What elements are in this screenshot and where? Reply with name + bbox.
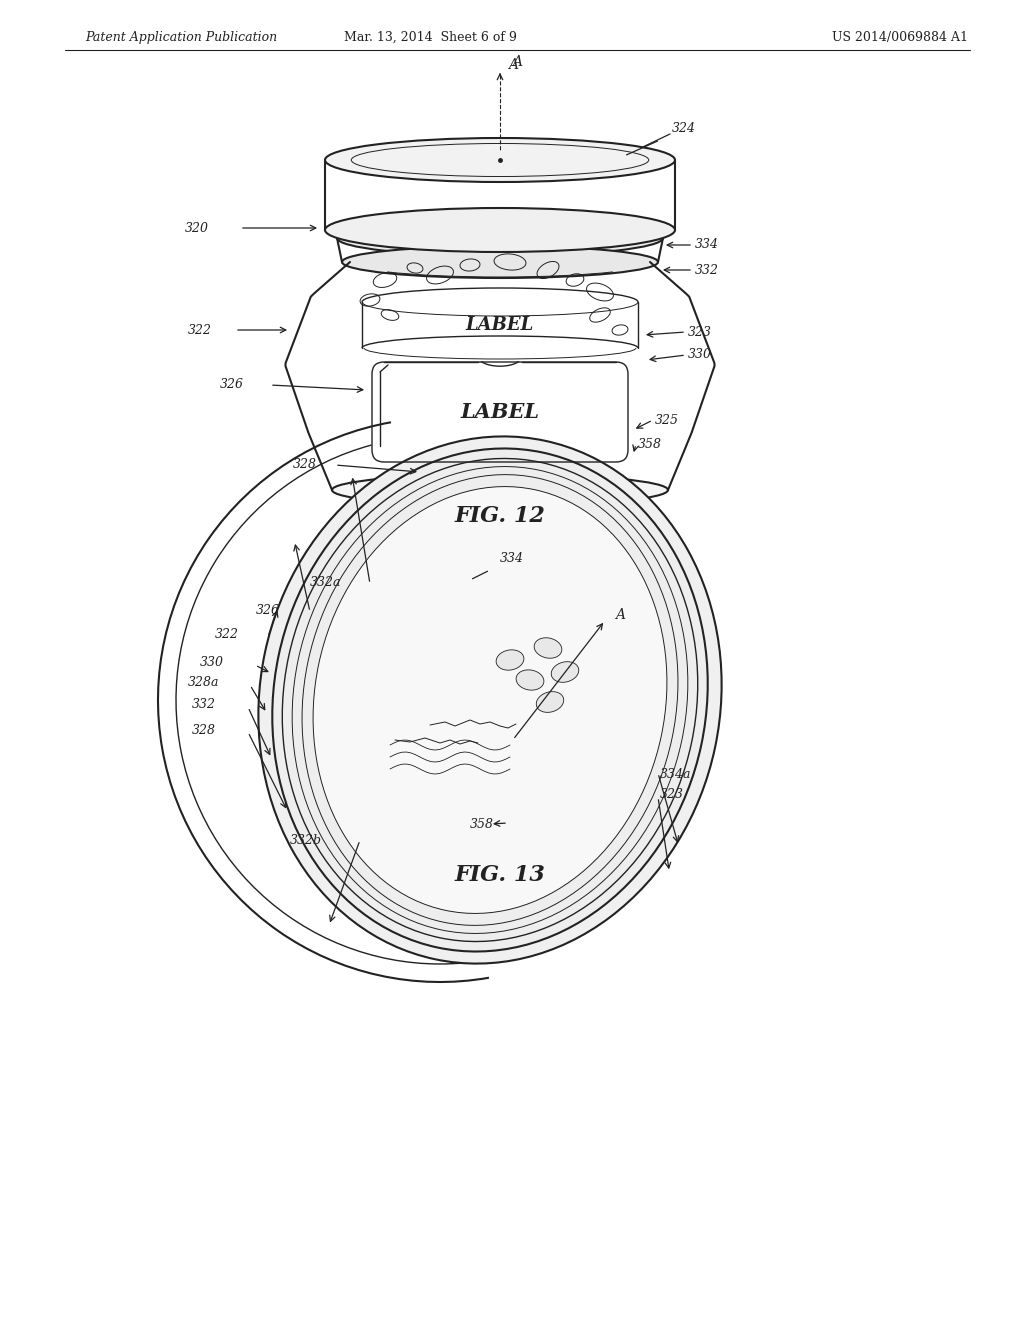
Ellipse shape <box>551 661 579 682</box>
Ellipse shape <box>325 139 675 182</box>
Text: 328: 328 <box>293 458 317 471</box>
Ellipse shape <box>342 246 658 279</box>
Text: 334a: 334a <box>660 768 691 781</box>
Text: 334: 334 <box>695 239 719 252</box>
Text: FIG. 12: FIG. 12 <box>455 506 546 527</box>
Text: 323: 323 <box>688 326 712 338</box>
Ellipse shape <box>497 649 524 671</box>
Text: 328a: 328a <box>188 676 219 689</box>
Text: 334: 334 <box>500 552 524 565</box>
Ellipse shape <box>535 638 562 659</box>
Text: A: A <box>508 58 518 73</box>
Text: FIG. 13: FIG. 13 <box>455 865 546 886</box>
Text: 322: 322 <box>188 323 212 337</box>
Ellipse shape <box>272 449 708 952</box>
Text: 320: 320 <box>185 222 209 235</box>
Text: 326: 326 <box>220 379 244 392</box>
Text: 322: 322 <box>215 628 239 642</box>
Text: LABEL: LABEL <box>466 315 535 334</box>
Ellipse shape <box>325 209 675 252</box>
Text: Mar. 13, 2014  Sheet 6 of 9: Mar. 13, 2014 Sheet 6 of 9 <box>344 30 516 44</box>
Text: 330: 330 <box>200 656 224 669</box>
Text: 326: 326 <box>256 603 280 616</box>
Text: 332: 332 <box>695 264 719 276</box>
Text: 324: 324 <box>672 121 696 135</box>
Text: A: A <box>614 609 625 622</box>
Text: LABEL: LABEL <box>461 403 540 422</box>
Ellipse shape <box>337 220 663 256</box>
Text: 332b: 332b <box>290 833 322 846</box>
Text: 332a: 332a <box>310 576 341 589</box>
Text: 358: 358 <box>638 437 662 450</box>
Ellipse shape <box>516 671 544 690</box>
Ellipse shape <box>258 437 722 964</box>
Ellipse shape <box>332 474 668 506</box>
Ellipse shape <box>537 692 564 711</box>
Ellipse shape <box>313 487 667 913</box>
Text: LABEL: LABEL <box>481 785 539 799</box>
Text: Patent Application Publication: Patent Application Publication <box>85 30 278 44</box>
Text: 323: 323 <box>660 788 684 801</box>
Text: 330: 330 <box>688 348 712 362</box>
Text: A: A <box>512 55 522 69</box>
Text: 328: 328 <box>193 723 216 737</box>
Text: US 2014/0069884 A1: US 2014/0069884 A1 <box>831 30 968 44</box>
Text: 325: 325 <box>655 413 679 426</box>
Text: 332: 332 <box>193 698 216 711</box>
Text: 358: 358 <box>470 818 494 832</box>
